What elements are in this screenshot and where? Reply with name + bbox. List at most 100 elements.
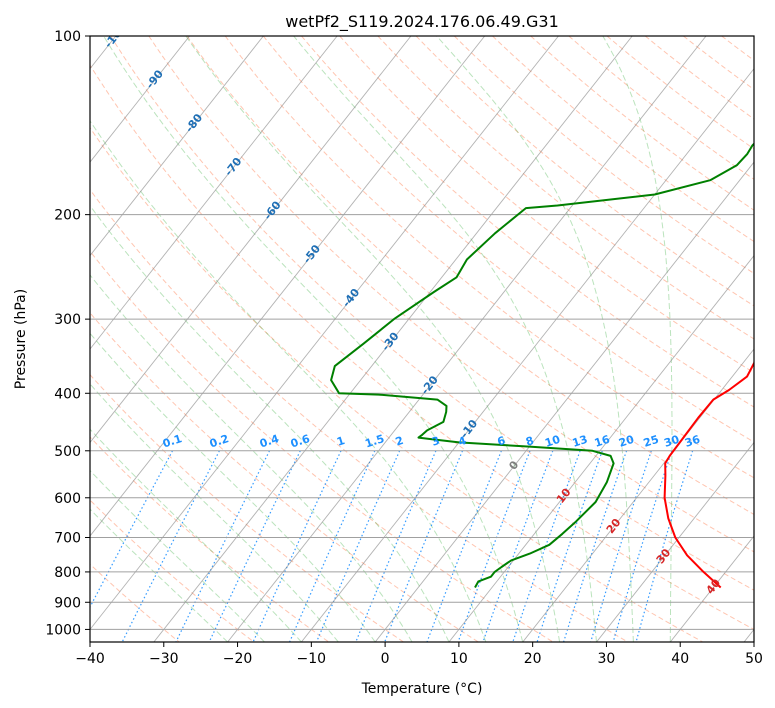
isotherm-line — [596, 441, 754, 642]
mixing-ratio-value-label: 6 — [496, 434, 508, 449]
isotherm-line — [90, 36, 190, 163]
mixing-ratio-value-label: 36 — [683, 433, 702, 450]
x-tick-label: 30 — [598, 651, 616, 667]
dry-adiabat-line — [492, 36, 754, 243]
mixing-ratio-value-label: 16 — [593, 433, 612, 450]
moist-adiabats — [90, 36, 673, 642]
mixing-ratio-value-label: 1.5 — [363, 432, 386, 450]
x-tick-label: 40 — [671, 651, 689, 667]
x-tick-label: 20 — [524, 651, 542, 667]
x-axis-ticks: −40 −30 −20 −10 0 10 20 30 40 50 — [75, 642, 763, 667]
mixing-ratio-line — [512, 450, 581, 642]
isotherm-line — [448, 254, 754, 642]
isotherms — [90, 36, 754, 642]
x-tick-label: −10 — [297, 651, 327, 667]
temperature-profile-line — [663, 351, 754, 589]
mixing-ratio-line — [612, 450, 673, 642]
moist-adiabat-line — [293, 36, 597, 642]
y-tick-label: 1000 — [45, 622, 81, 638]
mixing-ratio-value-label: 0.4 — [258, 432, 281, 450]
mixing-ratio-line — [175, 450, 271, 642]
x-axis-label: Temperature (°C) — [361, 681, 483, 697]
y-tick-label: 800 — [54, 565, 81, 581]
dewpoint-profile-line — [330, 142, 754, 588]
dry-adiabat-line — [110, 36, 754, 591]
isotherm-line — [153, 36, 633, 642]
dry-adiabat-line — [90, 250, 554, 642]
mixing-ratio-value-label: 1 — [335, 434, 346, 449]
y-tick-label: 500 — [54, 444, 81, 460]
isotherm-line — [522, 348, 754, 642]
isotherm-line — [669, 535, 754, 642]
x-tick-label: −40 — [75, 651, 105, 667]
mixing-ratio-value-label: 13 — [571, 433, 590, 450]
mixing-ratio-value-label: 30 — [662, 433, 681, 450]
y-tick-label: 400 — [54, 386, 81, 402]
isotherm-line — [90, 36, 264, 257]
y-tick-label: 300 — [54, 312, 81, 328]
isotherm-line — [227, 36, 707, 642]
y-tick-label: 200 — [54, 208, 81, 224]
y-axis-ticks: 100 200 300 400 500 600 700 800 900 1000 — [45, 29, 90, 638]
x-tick-label: 0 — [381, 651, 390, 667]
dry-adiabat-line — [90, 499, 255, 642]
dry-adiabat-line — [90, 373, 404, 642]
dry-adiabat-line — [415, 36, 754, 307]
mixing-ratio-line — [208, 450, 301, 642]
isobars — [90, 36, 754, 630]
mixing-ratio-value-label: 8 — [524, 434, 535, 449]
isotherm-line — [90, 36, 412, 444]
dry-adiabat-line — [568, 36, 754, 180]
moist-adiabat-line — [90, 383, 339, 642]
y-tick-label: 700 — [54, 531, 81, 547]
dry-adiabat-line — [186, 36, 754, 516]
moist-adiabat-line — [436, 36, 634, 642]
y-tick-label: 600 — [54, 491, 81, 507]
mixing-ratio-line — [635, 450, 694, 642]
mixing-ratio-value-label: 0.6 — [289, 432, 312, 450]
plot-frame — [89, 35, 755, 643]
mixing-ratio-value-label: 10 — [543, 433, 562, 450]
mixing-ratio-value-label: 0.1 — [161, 432, 184, 450]
moist-adiabat-line — [90, 120, 487, 642]
moist-adiabat-line — [103, 36, 524, 642]
dry-adiabat-line — [90, 312, 479, 642]
profile-lines — [330, 142, 754, 589]
dry-adiabat-line — [90, 436, 329, 642]
y-tick-label: 900 — [54, 595, 81, 611]
isotherm-line — [374, 161, 754, 642]
dry-adiabat-line — [148, 36, 754, 553]
moist-adiabat-line — [185, 36, 561, 642]
isotherm-line — [90, 36, 338, 350]
dry-adiabat-line — [377, 36, 754, 340]
moist-adiabat-line — [90, 332, 376, 642]
y-tick-label: 100 — [54, 29, 81, 45]
chart-title: wetPf2_S119.2024.176.06.49.G31 — [285, 12, 559, 32]
dry-adiabat-line — [339, 36, 754, 374]
mixing-ratio-line — [563, 450, 628, 642]
mixing-ratio-value-label: 2 — [394, 434, 405, 449]
dry-adiabat-line — [606, 36, 754, 150]
dry-adiabats — [90, 36, 754, 642]
moist-adiabat-line — [90, 469, 265, 642]
dry-adiabat-line — [90, 126, 704, 642]
moist-adiabat-line — [90, 274, 413, 642]
x-tick-label: −20 — [223, 651, 253, 667]
mixing-ratio-line — [355, 450, 437, 642]
x-tick-label: −30 — [149, 651, 179, 667]
dry-adiabat-line — [301, 36, 754, 408]
mixing-ratio-value-label: 0.2 — [208, 432, 231, 450]
mixing-ratio-value-label: 20 — [617, 433, 636, 450]
mixing-ratio-value-label: 4 — [457, 434, 469, 449]
mixing-ratio-line — [90, 450, 174, 609]
plot-area: -100-90-80-70-60-50-40-30-20-10010203040… — [90, 36, 754, 642]
mixing-ratio-line — [590, 450, 652, 642]
moist-adiabat-line — [90, 204, 450, 642]
x-tick-label: 10 — [450, 651, 468, 667]
mixing-ratio-value-label: 3 — [430, 434, 441, 449]
dry-adiabat-line — [224, 36, 754, 479]
dry-adiabat-line — [90, 64, 754, 630]
x-tick-label: 50 — [745, 651, 763, 667]
mixing-ratio-line — [252, 450, 342, 642]
